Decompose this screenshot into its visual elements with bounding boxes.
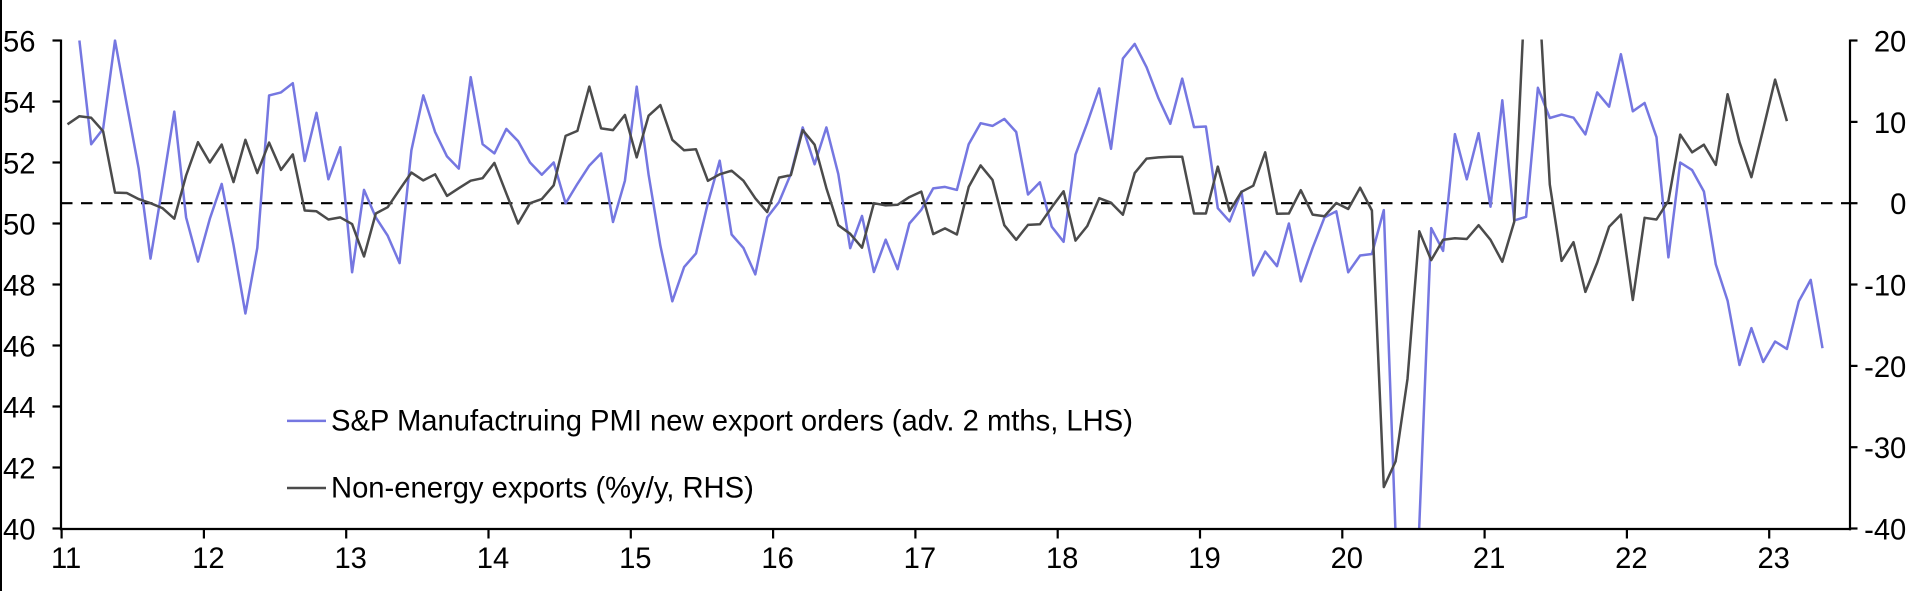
svg-text:-10: -10 bbox=[1864, 271, 1906, 303]
svg-text:13: 13 bbox=[334, 543, 366, 575]
svg-text:56: 56 bbox=[3, 27, 35, 59]
svg-text:Non-energy exports (%y/y, RHS): Non-energy exports (%y/y, RHS) bbox=[331, 473, 754, 505]
svg-text:44: 44 bbox=[3, 393, 35, 425]
svg-text:S&P Manufactruing PMI new expo: S&P Manufactruing PMI new export orders … bbox=[331, 406, 1133, 438]
svg-text:10: 10 bbox=[1874, 108, 1906, 140]
svg-text:17: 17 bbox=[904, 543, 936, 575]
svg-text:12: 12 bbox=[192, 543, 224, 575]
svg-text:0: 0 bbox=[1890, 189, 1906, 221]
svg-text:40: 40 bbox=[3, 515, 35, 547]
svg-text:15: 15 bbox=[619, 543, 651, 575]
svg-text:18: 18 bbox=[1046, 543, 1078, 575]
svg-text:20: 20 bbox=[1874, 27, 1906, 59]
svg-text:54: 54 bbox=[3, 88, 35, 120]
svg-text:-30: -30 bbox=[1864, 433, 1906, 465]
svg-text:23: 23 bbox=[1757, 543, 1789, 575]
svg-text:16: 16 bbox=[761, 543, 793, 575]
svg-text:46: 46 bbox=[3, 332, 35, 364]
svg-text:11: 11 bbox=[51, 543, 81, 575]
svg-text:-40: -40 bbox=[1864, 515, 1906, 547]
svg-text:50: 50 bbox=[3, 210, 35, 242]
svg-text:42: 42 bbox=[3, 454, 35, 486]
svg-text:52: 52 bbox=[3, 149, 35, 181]
svg-text:14: 14 bbox=[477, 543, 509, 575]
svg-text:21: 21 bbox=[1473, 543, 1505, 575]
svg-text:48: 48 bbox=[3, 271, 35, 303]
svg-text:22: 22 bbox=[1615, 543, 1647, 575]
svg-text:19: 19 bbox=[1188, 543, 1220, 575]
svg-text:-20: -20 bbox=[1864, 352, 1906, 384]
svg-text:20: 20 bbox=[1331, 543, 1363, 575]
